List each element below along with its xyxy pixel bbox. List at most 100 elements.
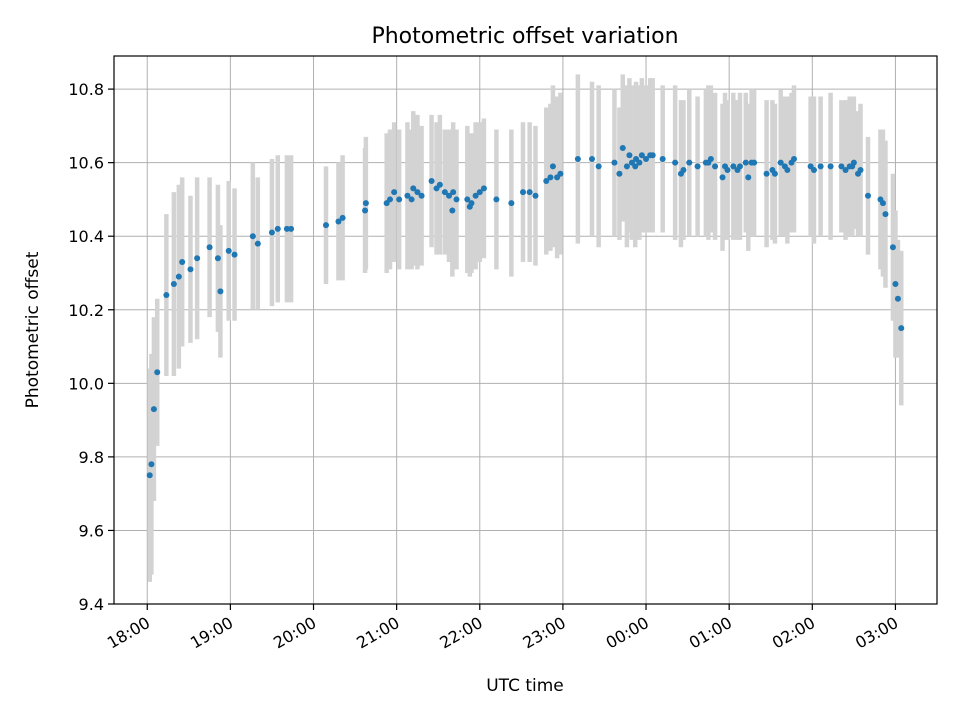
data-point — [322, 222, 329, 229]
data-point — [225, 247, 232, 254]
data-point — [362, 200, 369, 207]
x-tick-label: 00:00 — [603, 613, 652, 653]
data-point — [719, 174, 726, 181]
data-point — [643, 155, 650, 162]
data-point — [254, 240, 261, 247]
x-tick-label: 22:00 — [436, 613, 485, 653]
data-point — [616, 170, 623, 177]
data-point — [450, 189, 457, 196]
data-point — [777, 159, 784, 166]
data-point — [898, 325, 905, 332]
data-point — [889, 244, 896, 251]
data-point — [414, 189, 421, 196]
data-point — [680, 167, 687, 174]
data-point — [449, 207, 456, 214]
data-point — [842, 167, 849, 174]
data-point — [865, 192, 872, 199]
x-tick-label: 01:00 — [686, 613, 735, 653]
data-point — [557, 170, 564, 177]
data-point — [611, 159, 618, 166]
data-point — [526, 189, 533, 196]
x-tick-label: 18:00 — [104, 613, 153, 653]
data-point — [464, 196, 471, 203]
data-point — [194, 255, 201, 262]
data-point — [694, 163, 701, 170]
data-point — [386, 196, 393, 203]
data-point — [707, 155, 714, 162]
x-axis-label: UTC time — [486, 676, 564, 696]
data-point — [493, 196, 500, 203]
data-point — [543, 178, 550, 185]
data-point — [446, 192, 453, 199]
data-point — [894, 295, 901, 302]
data-point — [418, 192, 425, 199]
data-point — [850, 159, 857, 166]
data-point — [595, 163, 602, 170]
data-point — [154, 369, 161, 376]
data-point — [574, 155, 581, 162]
x-tick-label: 19:00 — [187, 613, 236, 653]
data-point — [283, 225, 290, 232]
data-point — [882, 211, 889, 218]
data-point — [857, 167, 864, 174]
data-point — [217, 288, 224, 295]
data-point — [771, 170, 778, 177]
data-point — [179, 258, 186, 265]
data-point — [288, 225, 295, 232]
data-point — [362, 207, 369, 214]
data-point — [763, 170, 770, 177]
data-point — [791, 155, 798, 162]
y-tick-label: 10.4 — [68, 227, 104, 246]
data-point — [508, 200, 515, 207]
data-point — [626, 152, 633, 159]
y-axis-label: Photometric offset — [23, 251, 43, 408]
data-point — [480, 185, 487, 192]
data-point — [163, 292, 170, 299]
data-point — [520, 189, 527, 196]
data-point — [892, 281, 899, 288]
data-points — [146, 144, 905, 479]
data-point — [810, 167, 817, 174]
data-point — [659, 155, 666, 162]
data-point — [170, 281, 177, 288]
data-point — [404, 192, 411, 199]
data-point — [724, 167, 731, 174]
y-tick-label: 9.4 — [79, 595, 104, 614]
data-point — [742, 159, 749, 166]
x-tick-label: 03:00 — [852, 613, 901, 653]
data-point — [638, 152, 645, 159]
data-point — [187, 266, 194, 273]
y-tick-label: 10.8 — [68, 80, 104, 99]
data-point — [146, 472, 153, 479]
data-point — [428, 178, 435, 185]
y-tick-label: 10.2 — [68, 301, 104, 320]
data-point — [453, 196, 460, 203]
data-point — [730, 163, 737, 170]
data-point — [339, 214, 346, 221]
data-point — [472, 192, 479, 199]
data-point — [619, 144, 626, 151]
data-point — [549, 163, 556, 170]
x-tick-label: 20:00 — [270, 613, 319, 653]
data-point — [686, 159, 693, 166]
data-point — [468, 200, 475, 207]
x-axis-ticks: 18:00 19:00 20:00 21:00 22:00 23:00 00:00 01:00… — [104, 604, 901, 653]
y-tick-label: 10.0 — [68, 374, 104, 393]
data-point — [632, 163, 639, 170]
data-point — [148, 461, 155, 468]
data-point — [784, 167, 791, 174]
data-point — [745, 174, 752, 181]
y-axis-ticks: 9.4 9.6 9.8 10.0 10.2 10.4 10.6 10.8 — [68, 80, 114, 614]
data-point — [206, 244, 213, 251]
data-point — [335, 218, 342, 225]
data-point — [231, 251, 238, 258]
data-point — [150, 406, 157, 413]
plot-frame — [113, 55, 938, 605]
data-point — [214, 255, 221, 262]
data-point — [268, 229, 275, 236]
data-point — [436, 181, 443, 188]
data-point — [636, 159, 643, 166]
data-point — [736, 163, 743, 170]
data-point — [532, 192, 539, 199]
